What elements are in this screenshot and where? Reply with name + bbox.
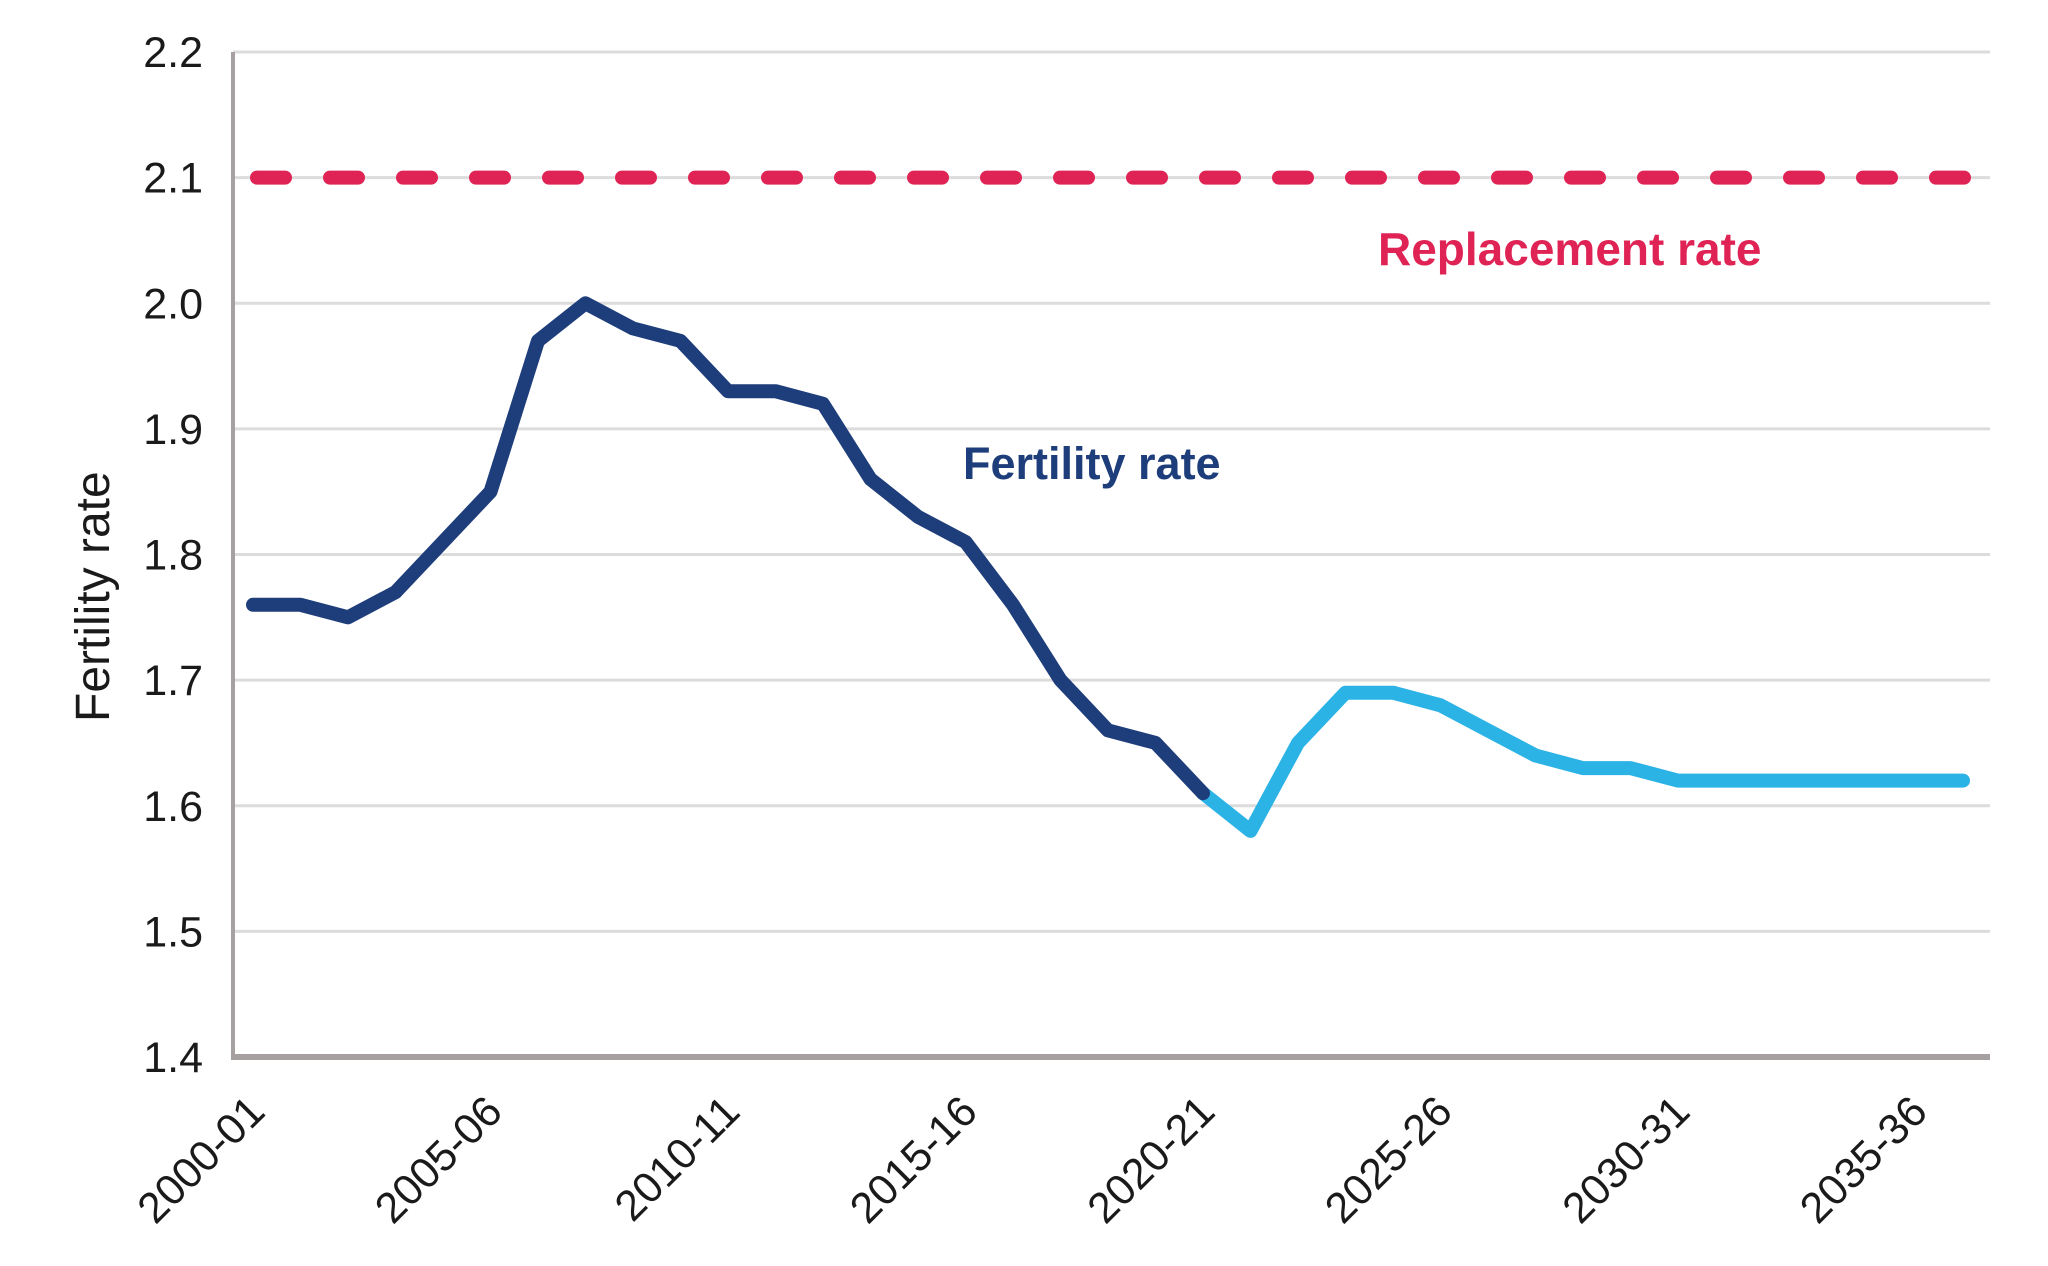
y-tick-label-1.8: 1.8 xyxy=(143,532,203,580)
y-tick-label-2.1: 2.1 xyxy=(143,155,203,203)
x-tick-label-2025-26: 2025-26 xyxy=(1316,1087,1462,1233)
x-tick-label-2020-21: 2020-21 xyxy=(1079,1087,1225,1233)
fertility-rate-projection-line xyxy=(1196,685,1970,838)
x-tick-label-2015-16: 2015-16 xyxy=(841,1087,987,1233)
y-axis-title: Fertility rate xyxy=(67,471,120,722)
x-tick-label-2010-11: 2010-11 xyxy=(606,1087,749,1230)
y-tick-label-1.5: 1.5 xyxy=(143,908,203,956)
y-tick-label-1.4: 1.4 xyxy=(143,1034,203,1082)
replacement-rate-series-label: Replacement rate xyxy=(1378,223,1762,275)
x-tick-label-2005-06: 2005-06 xyxy=(366,1087,512,1233)
y-tick-label-1.6: 1.6 xyxy=(143,783,203,831)
y-tick-label-2.2: 2.2 xyxy=(143,29,203,77)
y-tick-label-2.0: 2.0 xyxy=(143,280,203,328)
x-tick-label-2035-36: 2035-36 xyxy=(1791,1087,1937,1233)
fertility-rate-line xyxy=(246,296,1210,801)
y-tick-label-1.9: 1.9 xyxy=(143,406,203,454)
y-tick-label-1.7: 1.7 xyxy=(143,657,203,705)
x-tick-label-2000-01: 2000-01 xyxy=(129,1087,275,1233)
fertility-rate-series-label: Fertility rate xyxy=(963,438,1221,489)
x-tick-label-2030-31: 2030-31 xyxy=(1554,1087,1700,1233)
